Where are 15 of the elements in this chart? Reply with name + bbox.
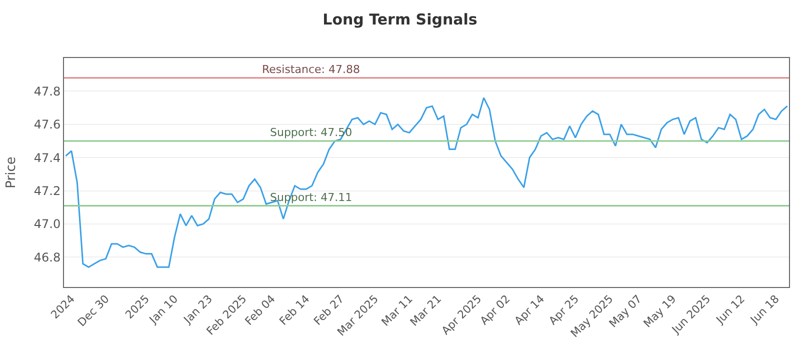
y-tick-label: 47.4 — [34, 150, 61, 165]
y-tick-label: 47.8 — [34, 84, 61, 98]
x-tick-label: Apr 14 — [512, 292, 548, 328]
x-tick-label: Jun 12 — [713, 292, 748, 327]
ref-line-label: Resistance: 47.88 — [262, 63, 360, 76]
y-axis-title: Price — [4, 156, 19, 188]
line-series — [64, 97, 788, 268]
x-tick-label: Dec 30 — [75, 292, 112, 330]
x-tick-label: Feb 14 — [276, 292, 312, 328]
y-tick-label: 46.8 — [34, 250, 61, 264]
x-tick-label: Jun 18 — [747, 292, 782, 327]
y-tick-label: 47.0 — [34, 217, 61, 232]
y-tick-label: 47.2 — [34, 184, 61, 198]
chart-title: Long Term Signals — [322, 10, 478, 28]
y-tick-label: 47.6 — [34, 118, 61, 132]
